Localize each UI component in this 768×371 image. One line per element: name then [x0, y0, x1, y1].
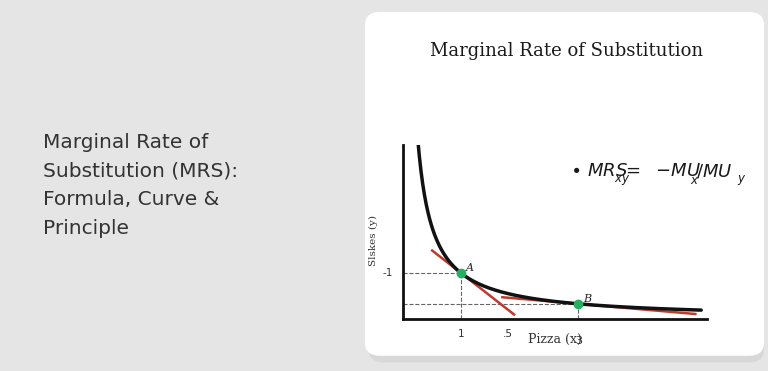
Text: Marginal Rate of
Substitution (MRS):
Formula, Curve &
Principle: Marginal Rate of Substitution (MRS): For… — [43, 133, 238, 238]
FancyBboxPatch shape — [365, 12, 764, 356]
Text: $\bullet\ \mathit{MRS}$: $\bullet\ \mathit{MRS}$ — [570, 162, 628, 180]
X-axis label: Pizza (x): Pizza (x) — [528, 333, 582, 346]
Text: Marginal Rate of Substitution: Marginal Rate of Substitution — [430, 42, 703, 60]
Text: B: B — [583, 293, 591, 303]
Text: $\mathit{x}$: $\mathit{x}$ — [690, 174, 700, 187]
Text: Slskes (y): Slskes (y) — [369, 216, 379, 266]
Text: $\mathit{y}$: $\mathit{y}$ — [737, 173, 746, 187]
Text: $=\ \ \mathit{-MU}$: $=\ \ \mathit{-MU}$ — [622, 162, 701, 180]
FancyBboxPatch shape — [369, 12, 764, 362]
Text: 3: 3 — [575, 336, 582, 347]
Text: -1: -1 — [382, 268, 392, 278]
Text: $\mathit{xy}$: $\mathit{xy}$ — [614, 173, 631, 187]
Text: A: A — [466, 263, 474, 273]
Text: 1: 1 — [458, 329, 465, 339]
Text: $\mathit{/MU}$: $\mathit{/MU}$ — [697, 162, 733, 180]
Text: .5: .5 — [503, 329, 513, 339]
